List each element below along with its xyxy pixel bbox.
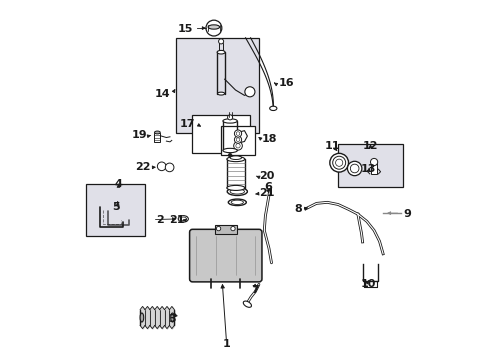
Circle shape xyxy=(244,87,254,97)
Text: 15: 15 xyxy=(178,24,193,34)
Circle shape xyxy=(236,132,239,135)
Circle shape xyxy=(230,226,235,231)
Circle shape xyxy=(236,138,239,141)
Text: 19: 19 xyxy=(131,130,147,140)
Ellipse shape xyxy=(223,119,237,123)
Text: 21: 21 xyxy=(258,188,274,198)
Ellipse shape xyxy=(223,148,237,153)
Text: 20: 20 xyxy=(258,171,274,181)
Bar xyxy=(215,225,236,234)
Circle shape xyxy=(165,163,174,172)
Ellipse shape xyxy=(170,313,174,322)
Text: 11: 11 xyxy=(325,141,340,151)
Circle shape xyxy=(218,39,223,44)
Ellipse shape xyxy=(227,188,247,195)
Ellipse shape xyxy=(231,200,243,204)
Text: 2: 2 xyxy=(156,215,163,225)
Circle shape xyxy=(349,164,358,173)
Bar xyxy=(192,115,249,153)
Ellipse shape xyxy=(226,157,244,162)
FancyBboxPatch shape xyxy=(189,229,262,282)
Text: 16: 16 xyxy=(278,78,294,88)
Circle shape xyxy=(234,136,241,143)
Circle shape xyxy=(332,156,345,169)
Ellipse shape xyxy=(228,199,246,206)
Circle shape xyxy=(234,130,241,137)
Bar xyxy=(370,163,376,174)
Ellipse shape xyxy=(230,189,244,194)
Circle shape xyxy=(370,158,377,166)
Ellipse shape xyxy=(217,92,224,95)
Ellipse shape xyxy=(208,25,219,29)
Circle shape xyxy=(233,141,242,150)
Circle shape xyxy=(228,153,231,157)
Bar xyxy=(221,126,255,155)
Text: 13: 13 xyxy=(360,164,376,174)
Text: 4: 4 xyxy=(114,179,122,189)
Circle shape xyxy=(227,115,232,120)
Text: 9: 9 xyxy=(402,209,410,219)
Ellipse shape xyxy=(180,217,186,221)
Text: 10: 10 xyxy=(360,279,376,289)
Ellipse shape xyxy=(269,106,276,111)
Circle shape xyxy=(335,159,342,166)
Ellipse shape xyxy=(154,131,160,134)
Ellipse shape xyxy=(243,301,251,307)
Text: 17: 17 xyxy=(179,119,194,129)
Circle shape xyxy=(205,20,222,36)
Text: 18: 18 xyxy=(261,134,277,144)
Text: 12: 12 xyxy=(362,141,378,151)
Ellipse shape xyxy=(217,50,224,54)
Circle shape xyxy=(216,226,220,231)
Text: 8: 8 xyxy=(294,204,302,214)
Text: 1: 1 xyxy=(222,339,230,349)
Circle shape xyxy=(347,161,361,176)
Ellipse shape xyxy=(178,216,188,222)
Text: 6: 6 xyxy=(264,182,271,192)
Circle shape xyxy=(329,153,348,172)
Bar xyxy=(176,38,258,133)
Circle shape xyxy=(157,162,166,171)
Ellipse shape xyxy=(140,313,143,322)
Text: 5: 5 xyxy=(112,202,119,212)
Bar xyxy=(86,184,145,236)
Ellipse shape xyxy=(226,185,244,190)
Text: 14: 14 xyxy=(155,89,170,99)
Text: 7: 7 xyxy=(251,285,259,295)
Ellipse shape xyxy=(230,156,241,159)
Text: 3: 3 xyxy=(168,314,176,324)
Bar xyxy=(154,133,160,142)
Bar xyxy=(337,144,402,187)
Circle shape xyxy=(235,144,240,148)
Text: 22: 22 xyxy=(134,162,150,172)
Text: 21: 21 xyxy=(169,215,185,225)
